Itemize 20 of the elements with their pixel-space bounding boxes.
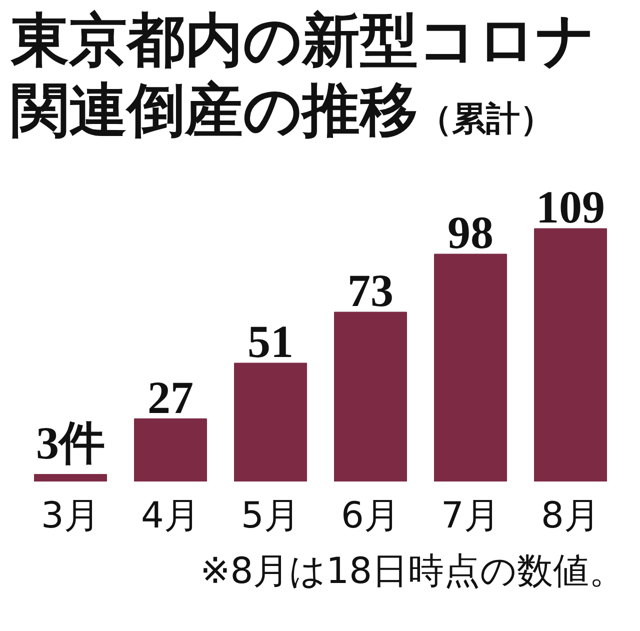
bar — [134, 418, 207, 482]
x-tick-label: 6月 — [341, 496, 400, 536]
x-tick-label: 8月 — [541, 496, 600, 536]
bar — [334, 312, 407, 482]
data-label: 73 — [348, 265, 394, 316]
data-label: 3件 — [36, 418, 105, 469]
bar — [534, 228, 607, 482]
x-tick-label: 3月 — [41, 496, 100, 536]
data-label: 109 — [536, 182, 605, 233]
text: ※8月は18日時点の数値。 — [200, 550, 625, 594]
bar — [434, 254, 507, 482]
x-tick-label: 5月 — [241, 496, 300, 536]
data-label: 27 — [148, 372, 194, 423]
x-tick-label: 7月 — [441, 496, 500, 536]
data-label: 51 — [248, 316, 294, 368]
chart-subtitle: （累計） — [418, 99, 554, 139]
data-label: 98 — [448, 207, 494, 258]
bar — [234, 362, 307, 482]
bar — [34, 474, 107, 482]
x-tick-label: 4月 — [141, 496, 200, 536]
